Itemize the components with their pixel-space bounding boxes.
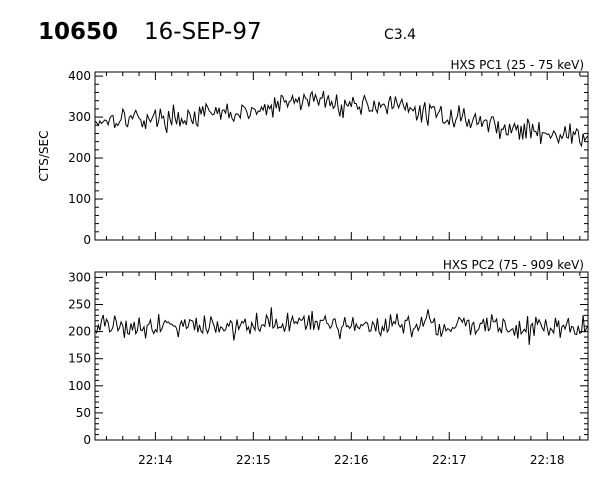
x-tick-label: 22:17	[432, 453, 467, 467]
y-tick-label: 200	[68, 151, 91, 165]
panel-pc1: 0 100 200 300 400 HXS PC1 (25 - 75 keV) CTS/SE…	[37, 58, 589, 247]
y-tick-label: 250	[68, 298, 91, 312]
y-tick-label: 100	[68, 379, 91, 393]
y-tick-label: 300	[68, 110, 91, 124]
y-tick-label: 50	[76, 406, 91, 420]
y-tick-label: 0	[83, 233, 91, 247]
plot-frame	[94, 271, 589, 441]
event-id: 10650	[38, 19, 118, 45]
y-tick-label: 150	[68, 352, 91, 366]
series-line	[94, 307, 589, 345]
y-axis-title: CTS/SEC	[37, 131, 51, 182]
x-tick-label: 22:14	[138, 453, 173, 467]
panel-label: HXS PC1 (25 - 75 keV)	[450, 58, 584, 72]
flare-class: C3.4	[384, 27, 416, 43]
observation-date: 16-SEP-97	[144, 19, 262, 45]
y-tick-label: 200	[68, 325, 91, 339]
panel-pc2: 0 50 100 150 200 250 300 HXS PC2 (75 - 909 keV)	[68, 258, 589, 447]
panel-label: HXS PC2 (75 - 909 keV)	[443, 258, 584, 272]
y-tick-label: 0	[83, 433, 91, 447]
plot-frame	[94, 71, 589, 241]
y-tick-label: 100	[68, 192, 91, 206]
series-line	[94, 90, 589, 148]
x-tick-label: 22:16	[334, 453, 369, 467]
x-tick-label: 22:15	[236, 453, 271, 467]
x-tick-labels: 22:14 22:15 22:16 22:17 22:18	[138, 453, 564, 467]
y-tick-label: 300	[68, 270, 91, 284]
y-tick-label: 400	[68, 69, 91, 83]
x-tick-label: 22:18	[530, 453, 565, 467]
